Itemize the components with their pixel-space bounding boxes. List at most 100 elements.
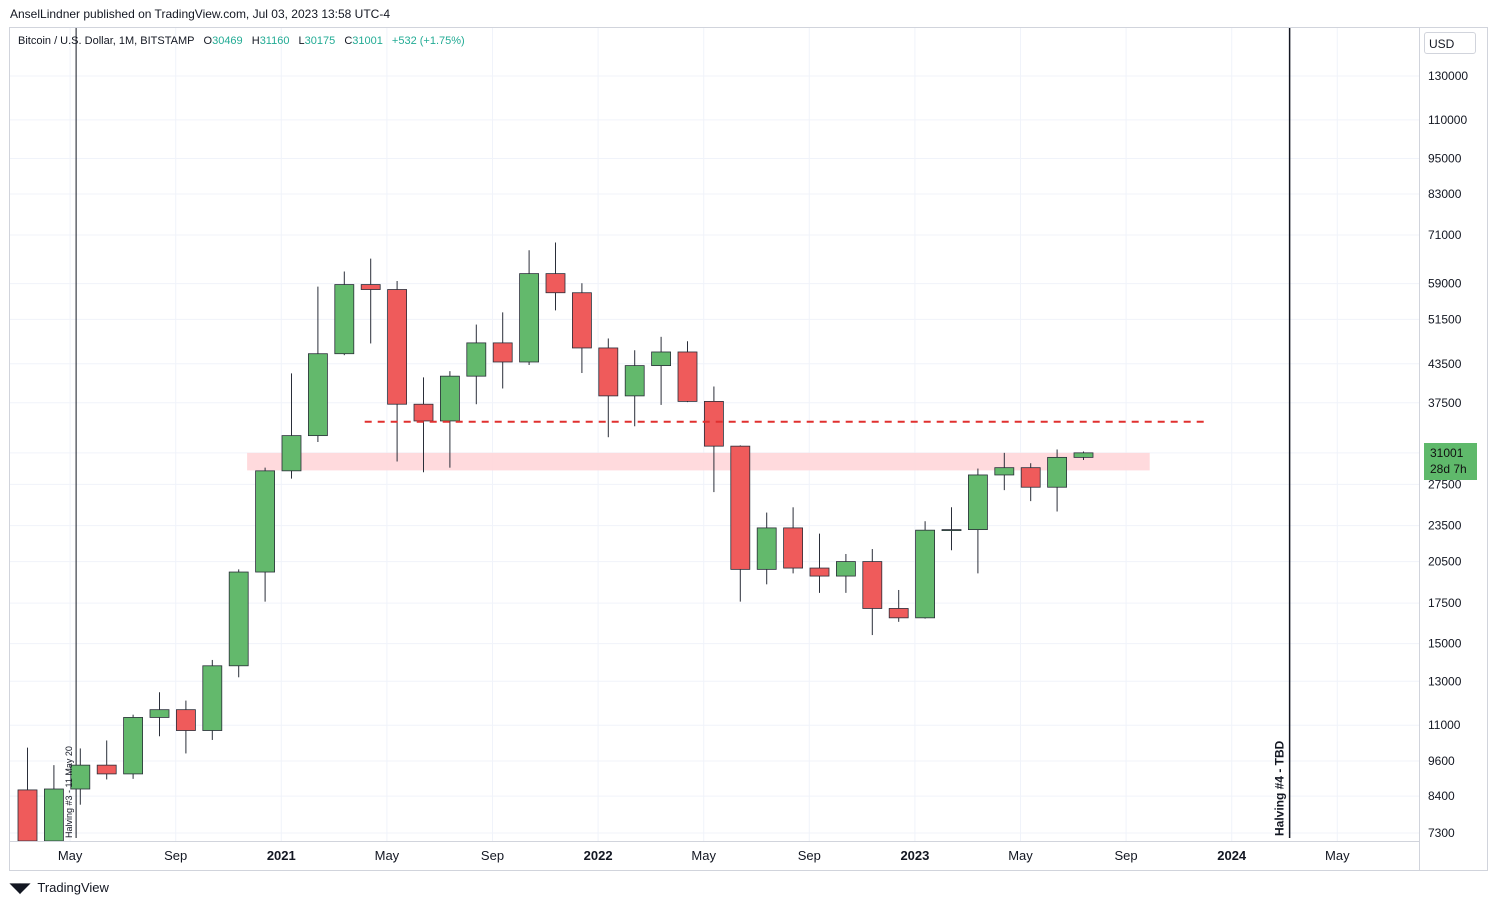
candle	[492, 312, 513, 389]
candle-body-up	[941, 529, 962, 532]
candle-body-up	[123, 717, 143, 775]
candle-body-down	[360, 284, 381, 290]
candle-series	[17, 242, 1094, 842]
time-tick-label: May	[375, 848, 400, 863]
price-tick-label: 17500	[1428, 596, 1462, 610]
candle	[70, 748, 91, 805]
time-tick-label: 2022	[584, 848, 613, 863]
candle	[255, 467, 276, 602]
candle-body-up	[651, 351, 671, 367]
candle-body-up	[255, 470, 276, 573]
candle-body-down	[96, 764, 117, 775]
candle-body-down	[677, 351, 698, 402]
price-tick-label: 27500	[1428, 477, 1462, 491]
tradingview-logo-icon: ◥◤	[10, 880, 30, 895]
candle-body-up	[149, 709, 170, 718]
price-tick-label: 51500	[1428, 312, 1462, 326]
candle-body-down	[572, 292, 592, 349]
candle	[756, 512, 777, 585]
time-tick-label: 2024	[1217, 848, 1247, 863]
tradingview-footer[interactable]: ◥◤ TradingView	[10, 880, 109, 896]
price-tick-label: 13000	[1428, 674, 1462, 688]
candle	[96, 740, 117, 780]
candle	[17, 747, 38, 842]
chart-frame[interactable]	[9, 27, 1488, 871]
legend-high: 31160	[259, 35, 290, 47]
time-tick-label: May	[1008, 848, 1033, 863]
candle-body-up	[439, 375, 460, 422]
time-tick-label: May	[691, 848, 716, 863]
resistance-zone	[247, 452, 1150, 471]
candle-body-up	[307, 353, 328, 437]
symbol-legend: Bitcoin / U.S. Dollar, 1M, BITSTAMP O304…	[18, 35, 471, 47]
candle-body-up	[281, 435, 302, 472]
candle-body-down	[545, 273, 566, 294]
candle	[968, 468, 988, 574]
price-tick-label: 43500	[1428, 357, 1462, 371]
price-tick-label: 9600	[1428, 754, 1455, 768]
price-tick-label: 71000	[1428, 228, 1462, 242]
chart-annotations-foreground: Halving #3 - 11 May 20 Halving #4 - TBD	[64, 420, 1287, 838]
time-tick-label: Sep	[481, 848, 504, 863]
legend-high-label: H	[251, 35, 260, 47]
time-tick-label: May	[1325, 848, 1350, 863]
price-tick-label: 59000	[1428, 277, 1462, 291]
candle	[704, 386, 724, 493]
candle-body-up	[519, 273, 539, 363]
candle-body-down	[1020, 467, 1041, 488]
candle	[783, 507, 803, 574]
candle	[994, 452, 1015, 491]
publisher-line: AnselLindner published on TradingView.co…	[10, 7, 391, 21]
candle-body-up	[968, 474, 988, 531]
candle-body-up	[994, 467, 1015, 476]
candle	[149, 692, 170, 737]
chart-annotations-background	[75, 28, 1291, 838]
legend-close-label: C	[344, 35, 353, 47]
candle	[334, 271, 355, 356]
candle-body-up	[836, 561, 856, 577]
candle	[439, 371, 460, 468]
price-tick-label: 83000	[1428, 187, 1462, 201]
candle	[281, 373, 302, 479]
candle-body-down	[492, 342, 513, 363]
candle	[624, 350, 645, 427]
candle-body-up	[1047, 456, 1067, 488]
legend-change: +532 (+1.75%)	[391, 35, 465, 47]
candle-body-down	[730, 445, 751, 570]
candle	[862, 549, 883, 636]
last-price-label: 31001 28d 7h	[1424, 443, 1477, 480]
price-tick-label: 8400	[1428, 789, 1455, 803]
candle	[915, 521, 935, 619]
candle	[677, 341, 698, 403]
price-tick-label: 130000	[1428, 69, 1468, 83]
price-tick-label: 20500	[1428, 555, 1462, 569]
legend-low: 30175	[304, 35, 336, 47]
candle	[730, 445, 751, 602]
candle-body-down	[17, 789, 38, 842]
candle	[360, 258, 381, 344]
candle	[651, 336, 671, 405]
candle-body-down	[888, 608, 909, 619]
time-tick-label: 2023	[900, 848, 929, 863]
candle-body-up	[44, 788, 64, 842]
price-tick-label: 15000	[1428, 637, 1462, 651]
legend-symbol: Bitcoin / U.S. Dollar, 1M, BITSTAMP	[18, 35, 195, 47]
candle	[941, 507, 962, 551]
candle	[519, 250, 539, 366]
candle-body-down	[809, 567, 830, 577]
candle	[44, 765, 64, 842]
price-tick-label: 23500	[1428, 519, 1462, 533]
candle-body-down	[175, 709, 196, 731]
last-price-value: 31001	[1430, 446, 1464, 460]
price-tick-label: 11000	[1428, 718, 1461, 732]
price-tick-label: 37500	[1428, 396, 1462, 410]
candle	[466, 324, 487, 405]
candle-body-down	[598, 347, 619, 397]
legend-open-label: O	[203, 35, 213, 47]
candle	[1020, 463, 1041, 502]
candle	[307, 286, 328, 443]
currency-selector[interactable]: USD	[1424, 32, 1476, 54]
candle-body-down	[704, 401, 724, 447]
halving-3-label: Halving #3 - 11 May 20	[64, 746, 74, 838]
